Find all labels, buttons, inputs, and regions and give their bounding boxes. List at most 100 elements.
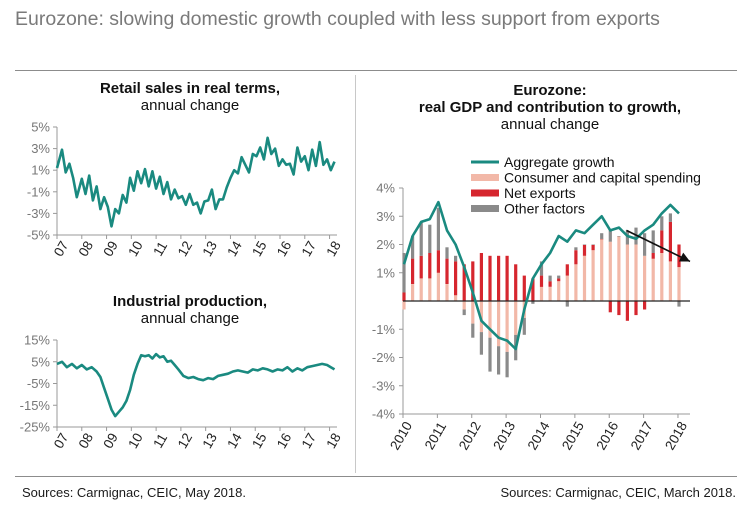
industrial-x-tick-label: 07 <box>51 430 72 451</box>
retail-y-tick-label: 1% <box>31 163 50 178</box>
gdp-bar-consumer <box>617 236 621 301</box>
gdp-bar-consumer <box>445 284 449 301</box>
retail-y-tick-label: 5% <box>31 120 50 135</box>
gdp-trend-arrow-line <box>626 229 691 263</box>
retail-x-tick-label: 17 <box>299 238 320 259</box>
retail-x-tick-label: 10 <box>125 238 146 259</box>
industrial-x-tick-label: 17 <box>299 430 320 451</box>
gdp-bar-other <box>505 351 509 378</box>
gdp-bar-net-exports <box>471 261 475 301</box>
legend-net-exports-swatch <box>471 189 499 197</box>
industrial-x-tick-label: 13 <box>200 430 221 451</box>
legend-label: Other factors <box>504 201 585 217</box>
gdp-bar-net-exports <box>402 292 406 301</box>
gdp-bar-consumer <box>565 275 569 301</box>
gdp-bar-net-exports <box>557 278 561 282</box>
gdp-x-tick-label: 2014 <box>525 419 553 453</box>
retail-x-tick-label: 18 <box>323 238 344 259</box>
source-right: Sources: Carmignac, CEIC, March 2018. <box>500 485 736 500</box>
gdp-y-tick-label: 4% <box>376 181 395 196</box>
gdp-y-tick-label: -2% <box>372 350 396 365</box>
gdp-bar-other <box>591 244 595 245</box>
gdp-bar-net-exports <box>548 281 552 287</box>
retail-x-tick-label: 07 <box>51 238 72 259</box>
gdp-bar-other <box>557 275 561 279</box>
gdp-bar-consumer <box>539 286 544 301</box>
gdp-chart-title: Eurozone: real GDP and contribution to g… <box>400 82 700 133</box>
retail-chart-title: Retail sales in real terms, annual chang… <box>40 80 340 114</box>
gdp-bar-other <box>660 216 664 231</box>
gdp-bar-consumer <box>660 253 664 301</box>
industrial-x-tick-label: 08 <box>76 430 97 451</box>
gdp-bar-consumer <box>471 301 475 324</box>
gdp-bar-consumer <box>436 272 440 302</box>
gdp-bar-consumer <box>668 261 672 301</box>
gdp-bar-net-exports <box>591 244 595 251</box>
gdp-bar-net-exports <box>668 221 672 262</box>
gdp-bar-net-exports <box>625 301 629 321</box>
retail-series-line <box>55 136 336 228</box>
gdp-bar-net-exports <box>445 258 449 284</box>
industrial-x-tick-label: 12 <box>175 430 196 451</box>
gdp-bar-consumer <box>582 255 587 301</box>
gdp-bar-consumer <box>454 295 458 301</box>
gdp-title-sub: annual change <box>500 116 600 133</box>
gdp-bar-other <box>668 213 672 222</box>
gdp-bar-net-exports <box>600 238 604 240</box>
industrial-title-bold: Industrial production, <box>112 293 268 310</box>
gdp-bar-other <box>617 236 621 237</box>
gdp-bar-net-exports <box>419 255 423 279</box>
retail-x-tick-label: 15 <box>249 238 270 259</box>
legend-other-swatch <box>471 205 499 212</box>
gdp-bar-consumer <box>643 255 647 301</box>
retail-x-tick-label: 13 <box>200 238 221 259</box>
gdp-bar-net-exports <box>617 301 621 316</box>
gdp-bar-net-exports <box>582 244 587 256</box>
panel-divider <box>355 75 356 473</box>
retail-y-tick-label: -3% <box>27 206 51 221</box>
gdp-bar-consumer <box>677 267 681 301</box>
retail-sales-chart: -5% -3% -1% 1% 3% 5% 07 08 09 10 11 12 13 14 15 16 17 18 <box>27 120 344 260</box>
industrial-x-tick-label: 09 <box>100 430 121 451</box>
retail-title-sub: annual change <box>140 97 240 114</box>
gdp-bar-net-exports <box>539 275 544 287</box>
gdp-x-tick-label: 2017 <box>628 419 656 453</box>
gdp-bar-other <box>436 207 440 251</box>
gdp-bar-other <box>574 247 578 251</box>
gdp-bar-consumer <box>651 258 655 301</box>
gdp-bar-net-exports <box>428 253 432 279</box>
top-divider <box>15 70 737 71</box>
gdp-trend-arrow-head <box>678 252 690 262</box>
gdp-x-tick-label: 2016 <box>593 419 621 453</box>
gdp-bar-net-exports <box>574 250 578 265</box>
industrial-chart-title: Industrial production, annual change <box>40 293 340 327</box>
industrial-x-tick-label: 14 <box>224 430 245 451</box>
gdp-y-tick-label: -4% <box>372 407 396 422</box>
gdp-bar-other <box>548 275 552 282</box>
gdp-bar-other <box>445 247 449 259</box>
gdp-bar-other <box>488 337 492 372</box>
page-title: Eurozone: slowing domestic growth couple… <box>15 8 660 30</box>
retail-x-tick-label: 11 <box>150 239 170 259</box>
bottom-divider <box>15 476 737 477</box>
gdp-bar-consumer <box>557 281 561 301</box>
gdp-x-tick-label: 2011 <box>422 419 450 452</box>
gdp-bar-net-exports <box>522 275 526 301</box>
gdp-bar-other <box>411 236 415 259</box>
gdp-bar-other <box>522 317 526 335</box>
gdp-bar-other <box>600 233 604 239</box>
source-left: Sources: Carmignac, CEIC, May 2018. <box>22 485 246 500</box>
gdp-bar-other <box>634 227 638 245</box>
gdp-bar-net-exports <box>488 255 492 301</box>
gdp-y-tick-label: -3% <box>372 378 396 393</box>
gdp-bar-consumer <box>411 284 415 301</box>
industrial-y-tick-label: 15% <box>24 333 50 348</box>
gdp-bar-consumer <box>428 278 432 301</box>
gdp-contribution-chart: -4% -3% -2% -1% 1% 2% 3% 4% 2010 2011 2012 2013 2014… <box>372 154 701 453</box>
legend-label: Net exports <box>504 185 576 201</box>
gdp-bar-other <box>462 309 466 316</box>
gdp-bar-other <box>643 233 647 256</box>
gdp-bar-net-exports <box>643 301 647 310</box>
gdp-aggregate-line <box>402 200 680 351</box>
